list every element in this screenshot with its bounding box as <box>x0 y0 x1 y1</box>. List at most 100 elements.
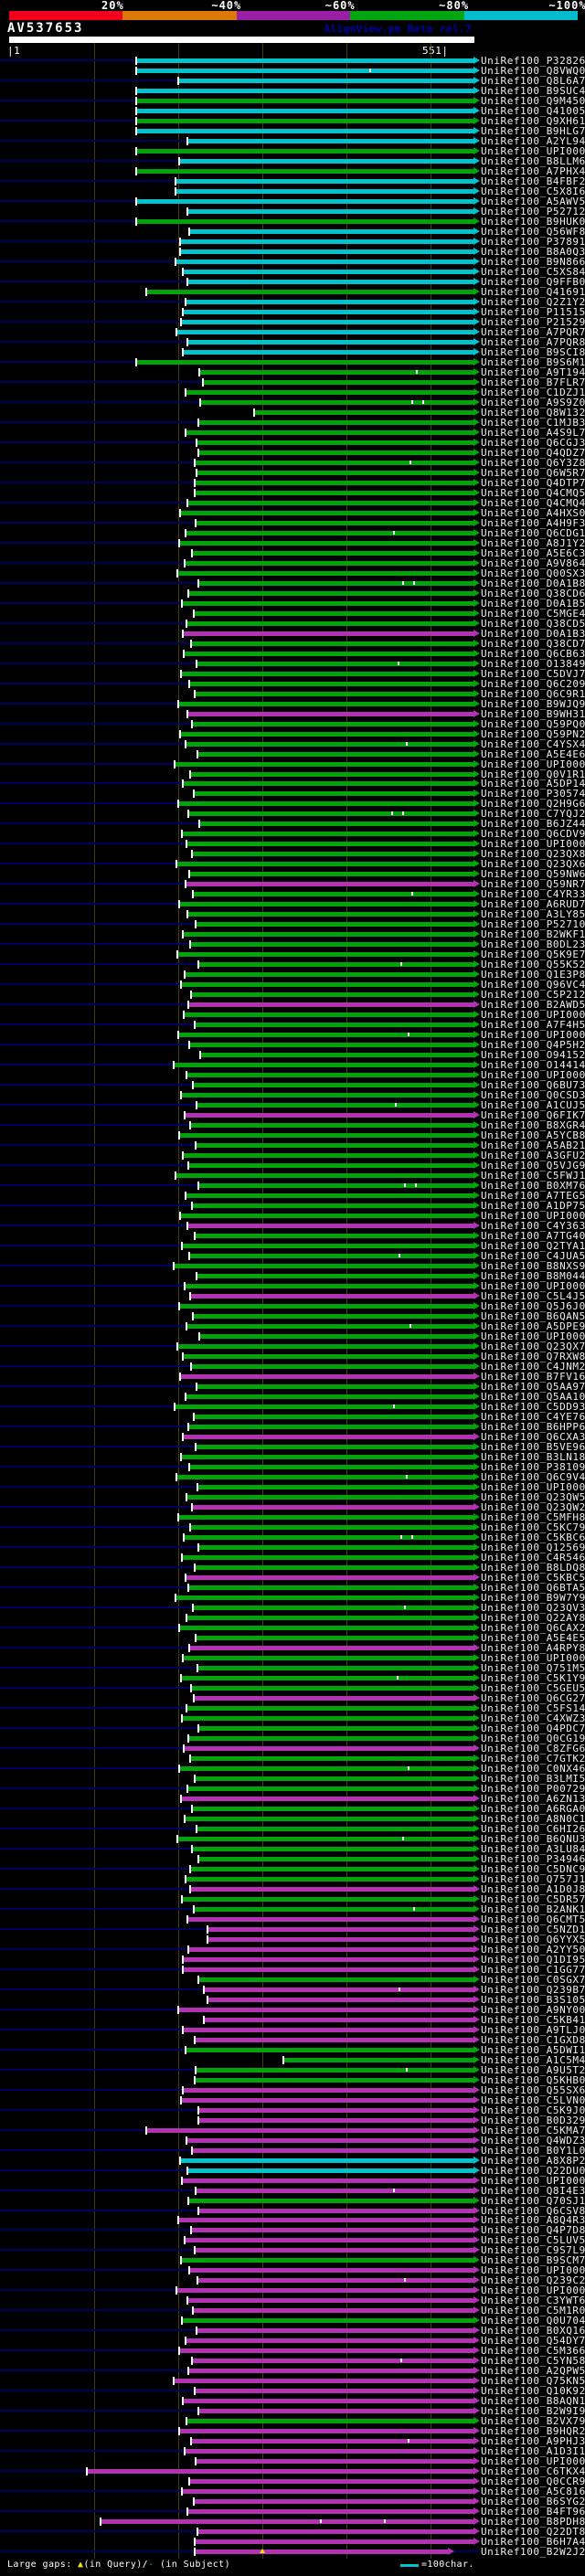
hit-bar[interactable] <box>180 1214 473 1218</box>
hit-bar[interactable] <box>191 992 473 997</box>
hit-bar[interactable] <box>185 2238 473 2242</box>
hit-bar[interactable] <box>175 1405 473 1409</box>
hit-bar[interactable] <box>187 139 473 143</box>
hit-label[interactable]: UniRef100_B2AWD5 <box>481 999 585 1011</box>
hit-label[interactable]: UniRef100_C7GTK2 <box>481 1753 585 1765</box>
hit-bar[interactable] <box>197 752 473 757</box>
hit-label[interactable]: UniRef100_Q55SX6 <box>481 2084 585 2096</box>
hit-label[interactable]: UniRef100_A6RGA0 <box>481 1803 585 1815</box>
hit-label[interactable]: UniRef100_A5AB21 <box>481 1140 585 1151</box>
hit-bar[interactable] <box>196 521 473 525</box>
hit-bar[interactable] <box>188 1163 473 1168</box>
hit-bar[interactable] <box>186 1193 473 1198</box>
hit-label[interactable]: UniRef100_B9HUK0 <box>481 216 585 228</box>
hit-label[interactable]: UniRef100_Q22AY8 <box>481 1612 585 1624</box>
hit-label[interactable]: UniRef100_Q8L6A7 <box>481 75 585 87</box>
hit-bar[interactable] <box>191 1364 473 1369</box>
hit-label[interactable]: UniRef100_Q23QX6 <box>481 858 585 870</box>
hit-label[interactable]: UniRef100_A9PHJ3 <box>481 2435 585 2447</box>
hit-label[interactable]: UniRef100_B2WKF1 <box>481 928 585 940</box>
hit-bar[interactable] <box>188 2199 473 2203</box>
hit-bar[interactable] <box>190 1756 473 1761</box>
hit-label[interactable]: UniRef100_Q6CMT5 <box>481 1913 585 1925</box>
hit-label[interactable]: UniRef100_A5DP14 <box>481 778 585 790</box>
hit-label[interactable]: UniRef100_Q6CDG1 <box>481 527 585 539</box>
hit-label[interactable]: UniRef100_P32826 <box>481 55 585 67</box>
hit-bar[interactable] <box>187 2168 473 2173</box>
hit-label[interactable]: UniRef100_C5LVN0 <box>481 2094 585 2106</box>
hit-label[interactable]: UniRef100_UPI000.. <box>481 1330 585 1342</box>
hit-bar[interactable] <box>183 1656 473 1660</box>
hit-bar[interactable] <box>183 2088 473 2093</box>
hit-bar[interactable] <box>198 1183 473 1188</box>
hit-bar[interactable] <box>186 390 473 395</box>
hit-label[interactable]: UniRef100_D0A1B8 <box>481 578 585 589</box>
hit-label[interactable]: UniRef100_A9NY00 <box>481 2004 585 2016</box>
hit-bar[interactable] <box>183 350 473 355</box>
hit-label[interactable]: UniRef100_Q6CG27 <box>481 1692 585 1704</box>
hit-bar[interactable] <box>174 1264 473 1268</box>
hit-bar[interactable] <box>187 1786 473 1791</box>
hit-bar[interactable] <box>188 2369 473 2373</box>
hit-label[interactable]: UniRef100_Q6YYX5 <box>481 1934 585 1945</box>
hit-bar[interactable] <box>183 270 473 274</box>
hit-label[interactable]: UniRef100_Q0U704 <box>481 2315 585 2327</box>
hit-label[interactable]: UniRef100_B9SCM7 <box>481 2254 585 2266</box>
hit-bar[interactable] <box>186 2338 473 2343</box>
hit-bar[interactable] <box>196 2068 473 2072</box>
hit-bar[interactable] <box>188 811 473 816</box>
hit-label[interactable]: UniRef100_C5X8I6 <box>481 186 585 197</box>
hit-label[interactable]: UniRef100_C5KBC5 <box>481 1572 585 1584</box>
hit-bar[interactable] <box>186 842 473 846</box>
hit-bar[interactable] <box>193 892 473 896</box>
hit-bar[interactable] <box>181 2098 473 2103</box>
hit-label[interactable]: UniRef100_Q23QX8 <box>481 848 585 860</box>
hit-bar[interactable] <box>187 209 473 214</box>
hit-label[interactable]: UniRef100_Q23QV3 <box>481 1602 585 1614</box>
hit-bar[interactable] <box>254 410 473 415</box>
hit-label[interactable]: UniRef100_C5FWJ1 <box>481 1170 585 1182</box>
hit-bar[interactable] <box>196 1445 473 1449</box>
hit-label[interactable]: UniRef100_Q5AA97 <box>481 1381 585 1393</box>
hit-label[interactable]: UniRef100_C1GXD8 <box>481 2034 585 2046</box>
hit-label[interactable]: UniRef100_B0DL23 <box>481 938 585 950</box>
hit-label[interactable]: UniRef100_Q4P7D8 <box>481 2224 585 2236</box>
hit-label[interactable]: UniRef100_B9HQR2 <box>481 2425 585 2437</box>
hit-bar[interactable] <box>183 1153 473 1158</box>
hit-label[interactable]: UniRef100_C5KMA7 <box>481 2125 585 2136</box>
hit-label[interactable]: UniRef100_C5DVJ7 <box>481 668 585 680</box>
hit-bar[interactable] <box>181 320 473 324</box>
hit-bar[interactable] <box>193 1606 473 1610</box>
hit-label[interactable]: UniRef100_B9HLG7 <box>481 125 585 137</box>
hit-bar[interactable] <box>192 852 473 856</box>
hit-label[interactable]: UniRef100_A7PQR8 <box>481 336 585 348</box>
hit-label[interactable]: UniRef100_A8N0C1 <box>481 1813 585 1825</box>
hit-label[interactable]: UniRef100_Q7RXW8 <box>481 1351 585 1362</box>
hit-label[interactable]: UniRef100_Q4WDZ3 <box>481 2135 585 2147</box>
hit-bar[interactable] <box>176 1475 473 1479</box>
hit-label[interactable]: UniRef100_UPI000.. <box>481 145 585 157</box>
hit-bar[interactable] <box>186 882 473 886</box>
hit-label[interactable]: UniRef100_B6HPP6 <box>481 1421 585 1433</box>
hit-bar[interactable] <box>187 280 473 284</box>
hit-label[interactable]: UniRef100_Q6BTA5 <box>481 1582 585 1594</box>
hit-label[interactable]: UniRef100_B2W9I9 <box>481 2405 585 2417</box>
hit-label[interactable]: UniRef100_Q00SX3 <box>481 567 585 579</box>
hit-bar[interactable] <box>185 972 473 977</box>
hit-label[interactable]: UniRef100_A4H9F3 <box>481 517 585 529</box>
hit-bar[interactable] <box>146 2128 473 2133</box>
hit-bar[interactable] <box>195 2038 473 2042</box>
hit-bar[interactable] <box>188 1585 473 1590</box>
hit-label[interactable]: UniRef100_B8A0Q3 <box>481 246 585 258</box>
hit-label[interactable]: UniRef100_P37891 <box>481 236 585 248</box>
hit-bar[interactable] <box>190 1887 473 1892</box>
hit-bar[interactable] <box>190 1294 473 1299</box>
hit-label[interactable]: UniRef100_UPI000.. <box>481 1029 585 1041</box>
hit-label[interactable]: UniRef100_Q4DTP7 <box>481 477 585 489</box>
hit-label[interactable]: UniRef100_UPI000.. <box>481 758 585 770</box>
hit-bar[interactable] <box>186 1706 473 1711</box>
hit-label[interactable]: UniRef100_B4FBF2 <box>481 175 585 187</box>
hit-label[interactable]: UniRef100_A5E6C3 <box>481 547 585 559</box>
hit-bar[interactable] <box>197 1274 473 1278</box>
hit-label[interactable]: UniRef100_A7PQR7 <box>481 326 585 338</box>
